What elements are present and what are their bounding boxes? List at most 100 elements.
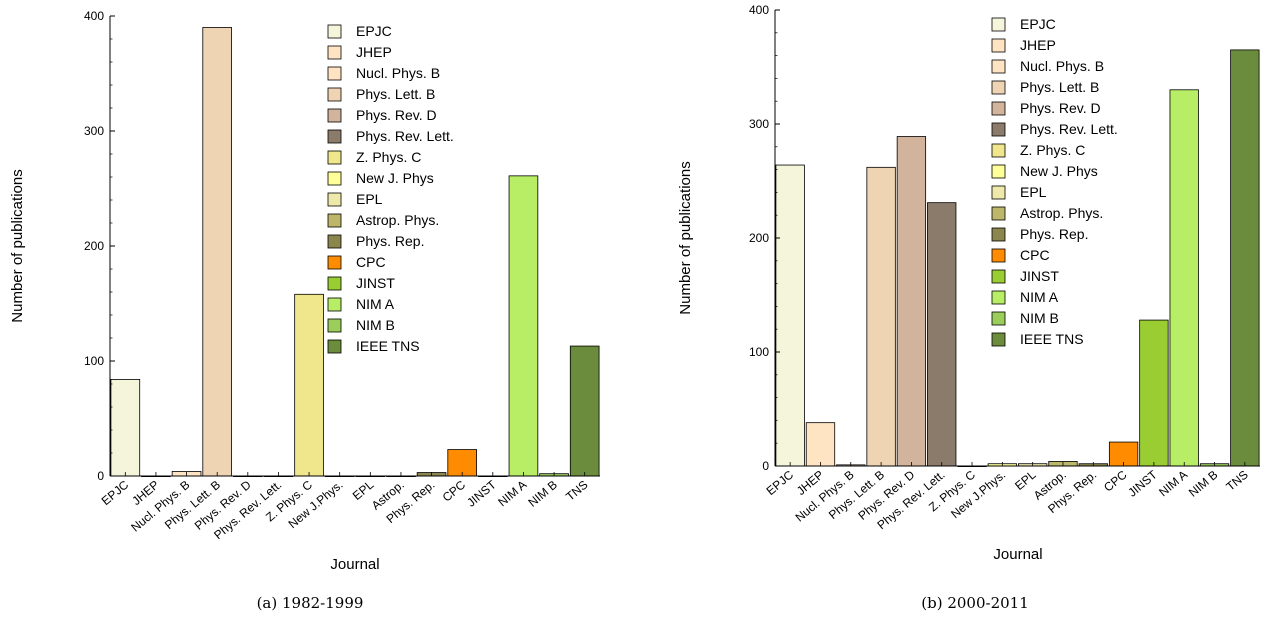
legend-swatch: [327, 234, 342, 249]
bar-jinst: [1139, 319, 1169, 467]
x-tick-label: TNS: [1223, 468, 1250, 494]
legend-swatch: [991, 38, 1006, 53]
legend-label: JHEP: [1020, 37, 1056, 53]
bar-tns: [569, 345, 600, 477]
legend-label: Phys. Rev. D: [1020, 100, 1101, 116]
legend: EPJC JHEP Nucl. Phys. B Phys. Lett. B Phys. …: [991, 16, 1118, 347]
legend-swatch: [327, 255, 342, 270]
legend-label: NIM B: [356, 317, 395, 333]
x-axis-label: Journal: [993, 546, 1042, 563]
legend-swatch: [327, 192, 342, 207]
legend-swatch: [991, 227, 1006, 242]
bar-phys-rev-lett: [927, 202, 957, 467]
y-tick-label: 300: [749, 117, 769, 131]
legend-label: IEEE TNS: [356, 338, 420, 354]
chart-panel-b: 0 100 200 300 400 EPJC JHEP Nucl. Phys. B Phys. …: [660, 0, 1275, 590]
x-tick-label: NIM A: [495, 478, 529, 510]
bar-epjc: [775, 164, 805, 467]
legend-swatch: [327, 108, 342, 123]
y-tick-label: 0: [97, 469, 104, 483]
legend-label: Phys. Lett. B: [1020, 79, 1099, 95]
legend-swatch: [327, 45, 342, 60]
bar-phys-lett-b: [202, 27, 232, 477]
legend-swatch: [991, 17, 1006, 32]
x-tick-label: TNS: [563, 478, 590, 504]
y-tick-label: 200: [749, 231, 769, 245]
legend-label: NIM A: [1020, 289, 1059, 305]
legend-label: CPC: [1020, 247, 1050, 263]
legend-swatch: [327, 213, 342, 228]
legend-swatch: [327, 318, 342, 333]
legend-swatch: [991, 80, 1006, 95]
legend-swatch: [991, 143, 1006, 158]
x-tick-label: NIM B: [1186, 468, 1221, 500]
legend-label: IEEE TNS: [1020, 331, 1084, 347]
y-tick-label: 100: [84, 354, 104, 368]
legend-swatch: [327, 129, 342, 144]
bar-phys-rev-d: [896, 136, 927, 467]
legend: EPJC JHEP Nucl. Phys. B Phys. Lett. B Phys. …: [327, 23, 454, 354]
bar-tns: [1230, 49, 1260, 467]
legend-label: New J. Phys: [1020, 163, 1098, 179]
y-axis-label: Number of publications: [677, 161, 694, 314]
y-tick-label: 400: [84, 9, 104, 23]
legend-label: Astrop. Phys.: [356, 212, 439, 228]
legend-label: JHEP: [356, 44, 392, 60]
legend-label: CPC: [356, 254, 386, 270]
legend-swatch: [327, 66, 342, 81]
y-tick-label: 300: [84, 124, 104, 138]
x-tick-label: NIM A: [1156, 468, 1190, 500]
legend-swatch: [991, 185, 1006, 200]
legend-swatch: [991, 59, 1006, 74]
legend-label: Phys. Lett. B: [356, 86, 435, 102]
legend-label: Phys. Rev. D: [356, 107, 437, 123]
legend-label: EPL: [356, 191, 383, 207]
caption-b: (b) 2000-2011: [921, 594, 1029, 612]
legend-swatch: [991, 248, 1006, 263]
legend-label: Astrop. Phys.: [1020, 205, 1103, 221]
y-tick-label: 200: [84, 239, 104, 253]
x-tick-label: NIM B: [525, 478, 560, 510]
legend-label: EPJC: [1020, 16, 1056, 32]
x-tick-label: JINST: [464, 477, 499, 510]
chart-panel-a: 0 100 200 300 400 EPJC JHEP Nucl. Phys. B Phys. …: [0, 0, 620, 590]
legend-swatch: [327, 150, 342, 165]
y-tick-label: 400: [749, 3, 769, 17]
legend-swatch: [327, 24, 342, 39]
legend-swatch: [991, 101, 1006, 116]
legend-swatch: [327, 87, 342, 102]
bar-nim-a: [508, 175, 539, 477]
bar-phys-lett-b: [866, 166, 896, 467]
legend-swatch: [327, 171, 342, 186]
legend-label: New J. Phys: [356, 170, 434, 186]
legend-swatch: [991, 311, 1006, 326]
legend-label: JINST: [1020, 268, 1059, 284]
legend-label: Nucl. Phys. B: [1020, 58, 1104, 74]
legend-label: EPL: [1020, 184, 1047, 200]
legend-swatch: [991, 332, 1006, 347]
y-tick-label: 100: [749, 345, 769, 359]
bar-epjc: [110, 378, 141, 477]
bar-nim-a: [1169, 89, 1199, 467]
legend-label: Z. Phys. C: [356, 149, 421, 165]
bar-jhep: [805, 422, 836, 467]
bar-z-phys-c: [294, 293, 324, 477]
x-tick-label: CPC: [440, 477, 469, 504]
legend-label: JINST: [356, 275, 395, 291]
legend-label: Phys. Rev. Lett.: [1020, 121, 1118, 137]
legend-label: Z. Phys. C: [1020, 142, 1085, 158]
x-tick-label: JINST: [1125, 467, 1160, 500]
legend-label: Phys. Rev. Lett.: [356, 128, 454, 144]
legend-swatch: [327, 339, 342, 354]
legend-label: Phys. Rep.: [356, 233, 424, 249]
legend-swatch: [991, 122, 1006, 137]
y-tick-label: 0: [762, 459, 769, 473]
y-axis-label: Number of publications: [9, 169, 26, 322]
legend-label: NIM B: [1020, 310, 1059, 326]
legend-label: EPJC: [356, 23, 392, 39]
caption-a: (a) 1982-1999: [256, 594, 364, 612]
legend-swatch: [991, 206, 1006, 221]
bar-chart-a: 0 100 200 300 400 EPJC JHEP Nucl. Phys. B Phys. …: [9, 9, 600, 573]
legend-label: Phys. Rep.: [1020, 226, 1088, 242]
legend-label: NIM A: [356, 296, 395, 312]
